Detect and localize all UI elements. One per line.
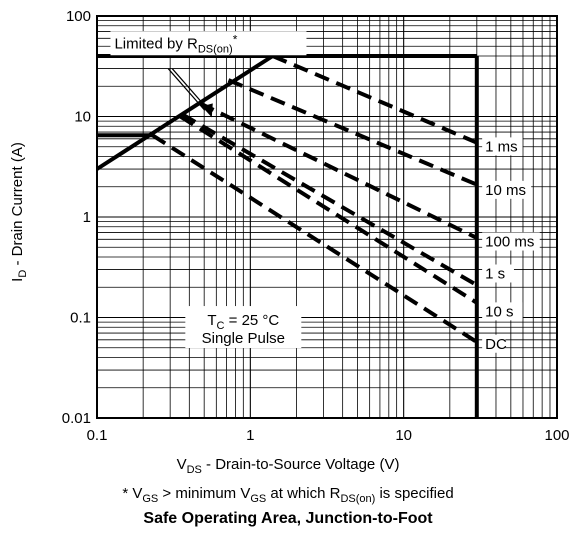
y-tick-label: 100 [66,8,91,25]
arrow-line [167,68,206,111]
series-100-ms-line [199,101,478,240]
series-1-s-line [181,112,478,287]
x-tick-label: 0.1 [87,427,108,444]
limited-by-label-bg [110,31,307,56]
arrow-line [171,68,210,111]
x-tick-label: 1 [246,427,254,444]
x-tick-label: 10 [395,427,412,444]
limit-lines [95,54,479,418]
series-label-1-ms: 1 ms [485,138,518,155]
series-label-bg [482,302,523,321]
condition-single-pulse: Single Pulse [202,330,285,347]
dashed-series-lines [151,54,478,344]
series-label-bg [482,137,523,156]
series-10-s-line [179,114,478,305]
grid [97,16,557,418]
condition-label-bg [185,306,302,349]
condition-temperature: TC = 25 °C [207,312,279,332]
series-label-10-ms: 10 ms [485,182,526,199]
series-labels: 1 ms 10 ms 100 ms 1 s 10 s DC [482,137,540,353]
series-label-DC: DC [485,336,507,353]
y-tick-label: 10 [74,109,91,126]
plot-border [96,15,558,419]
series-1-ms-line [271,54,478,145]
series-label-100-ms: 100 ms [485,234,534,251]
x-tick-label: 100 [544,427,569,444]
series-label-bg [482,180,532,199]
plot-frame [96,15,558,419]
limited-by-label: Limited by RDS(on)* [114,32,237,55]
x-axis-label: VDS - Drain-to-Source Voltage (V) [176,456,400,476]
rds-on-limit-line [95,54,274,171]
series-label-1-s: 1 s [485,266,505,283]
series-label-bg [482,334,506,353]
y-axis-label: ID - Drain Current (A) [9,142,29,282]
arrow-head [201,103,213,118]
series-label-bg [482,264,514,283]
y-tick-label: 1 [83,209,91,226]
series-label-10-s: 10 s [485,303,513,320]
footnote: * VGS > minimum VGS at which RDS(on) is … [122,485,454,505]
y-tick-label: 0.1 [70,310,91,327]
series-label-bg [482,232,540,251]
series-dc-line [151,133,478,344]
y-tick-label: 0.01 [62,410,91,427]
chart-title: Safe Operating Area, Junction-to-Foot [143,510,433,527]
